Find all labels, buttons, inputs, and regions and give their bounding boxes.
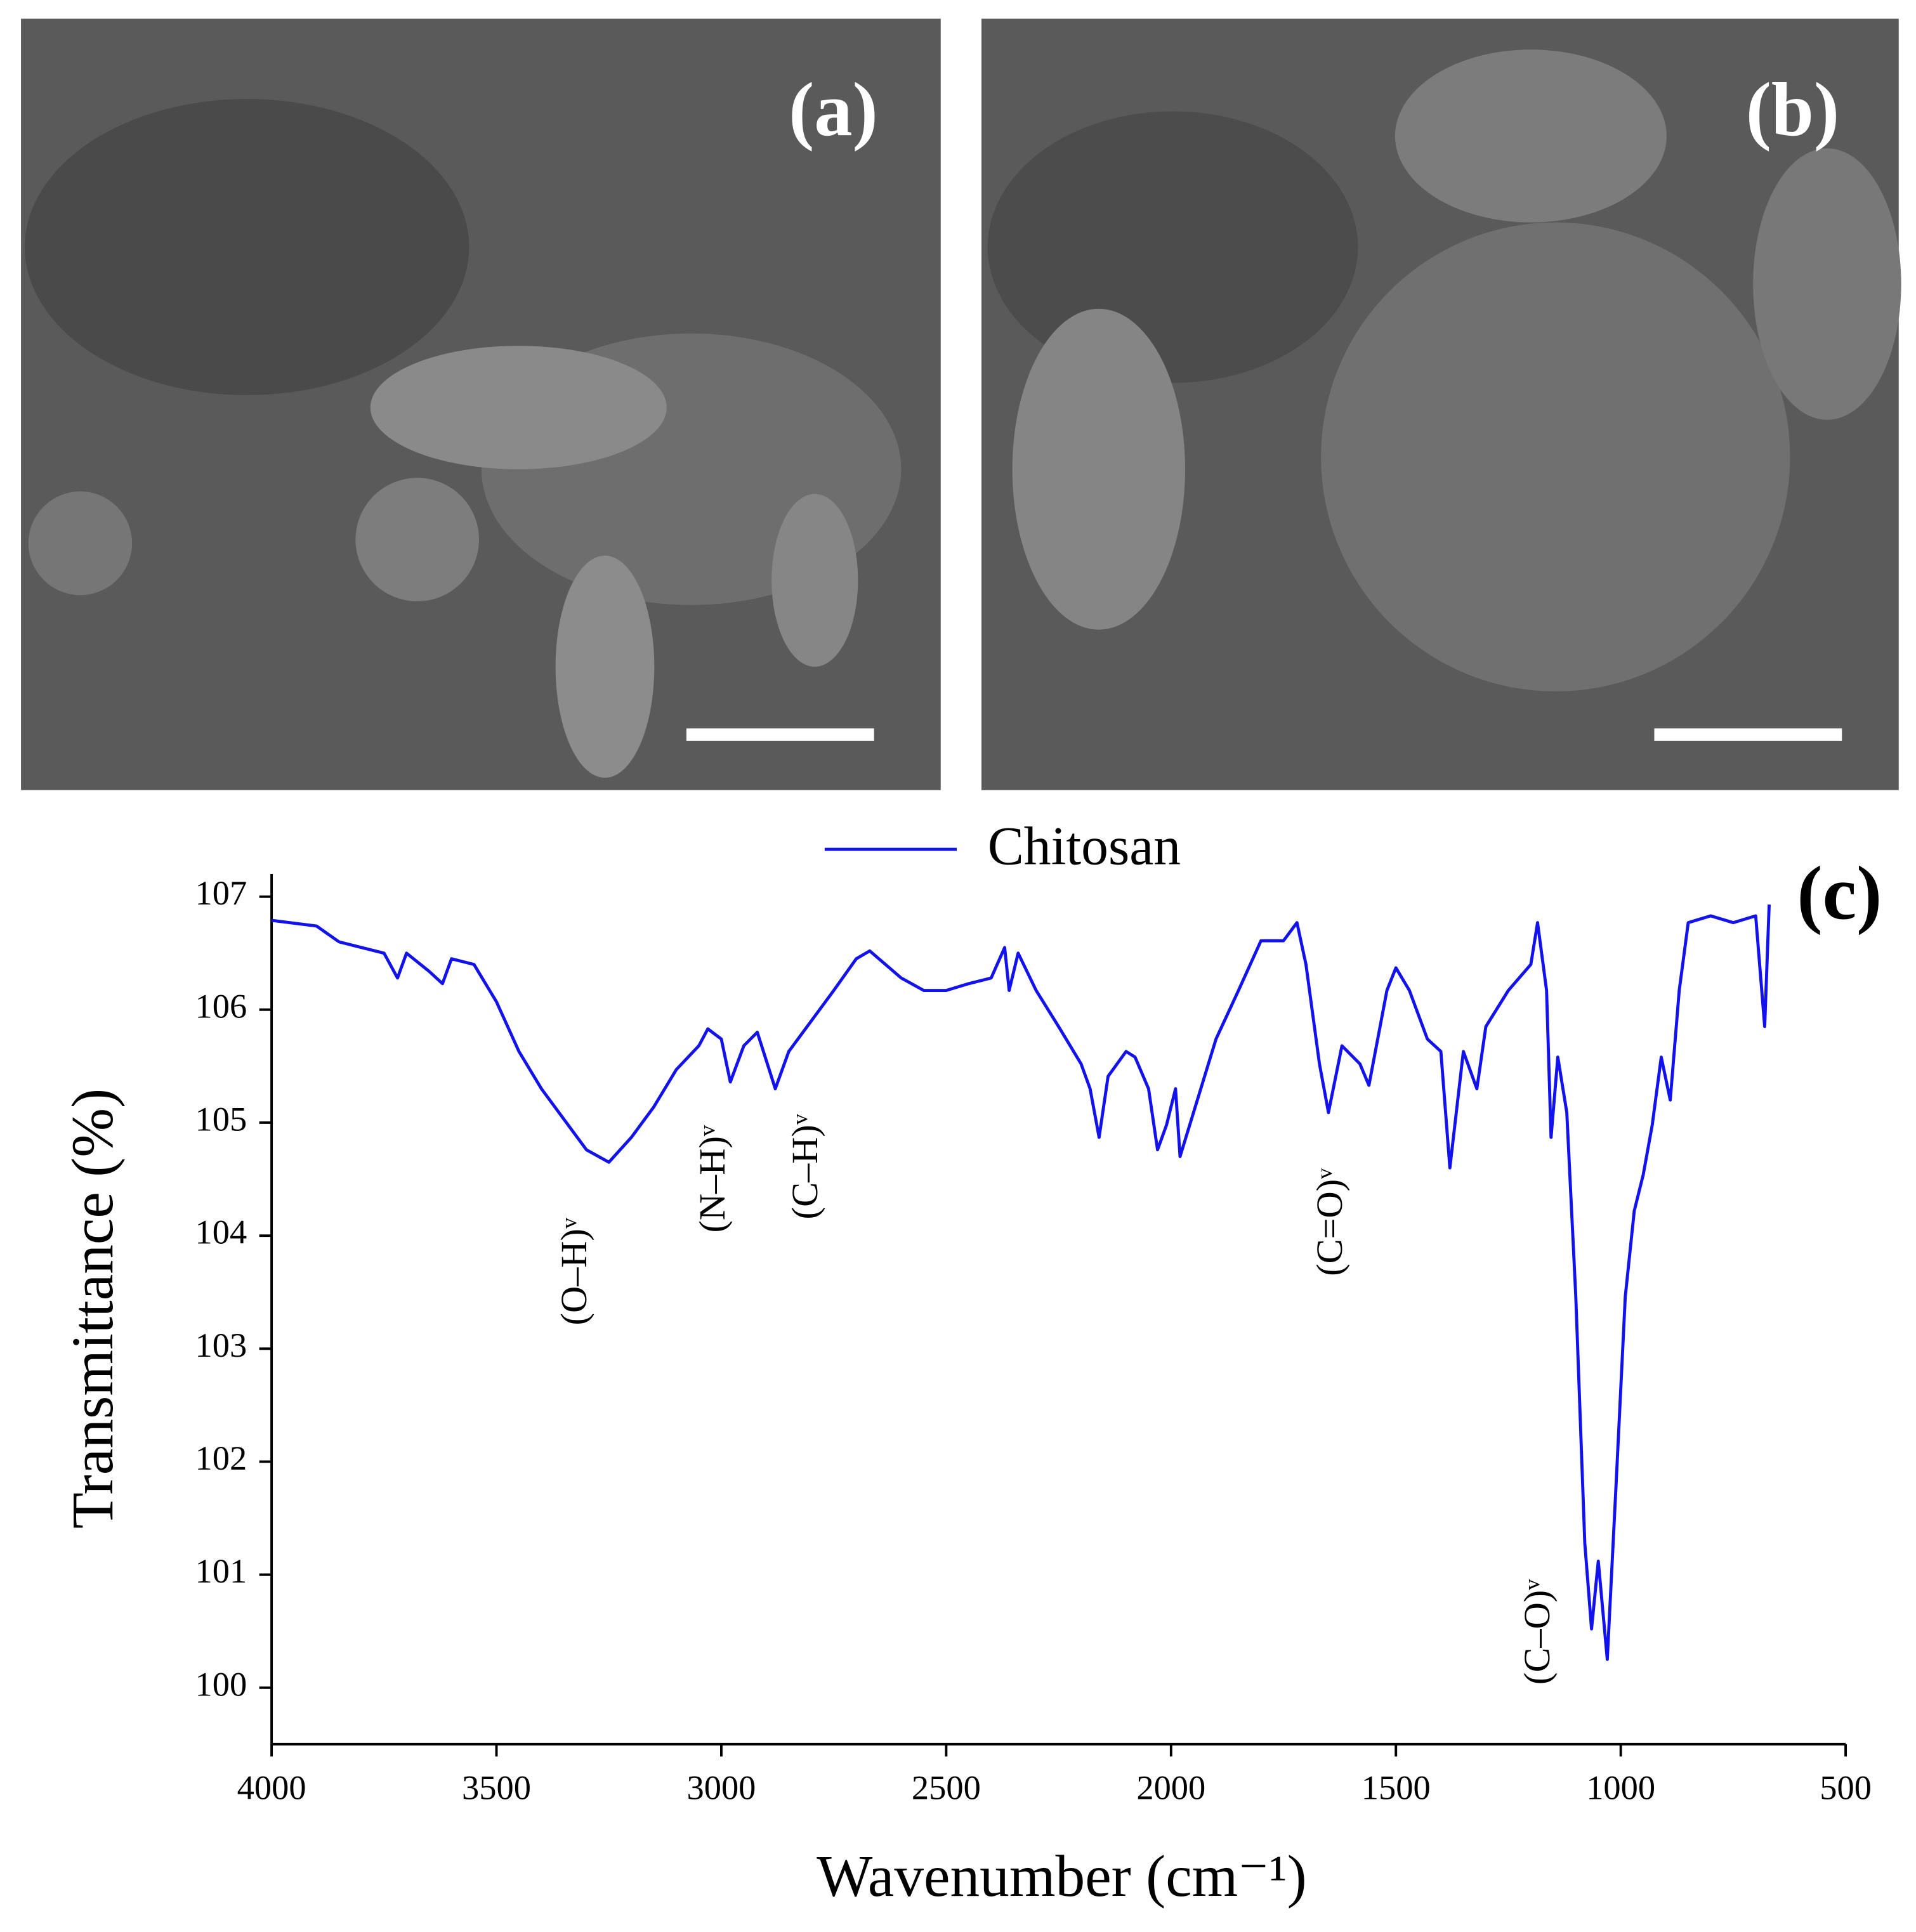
y-tick-label: 105 [195,1099,247,1138]
y-tick-label: 102 [195,1439,247,1477]
x-tick-label: 2500 [912,1768,981,1806]
annotation: (C–O)ᵛ [1516,1579,1558,1685]
data-line [271,904,1771,1661]
y-axis-label: Transmittance (%) [60,1088,126,1529]
panel-label: (c) [1797,851,1882,936]
y-tick-label: 100 [195,1664,247,1703]
panel-label: (b) [1746,67,1839,152]
y-tick-label: 106 [195,986,247,1025]
annotation: (N–H)ᵛ [692,1125,733,1232]
sem-image-a [21,18,941,790]
y-tick-label: 101 [195,1551,247,1590]
y-tick-label: 103 [195,1326,247,1364]
x-tick-label: 500 [1820,1768,1872,1806]
annotation: (C=O)ᵛ [1309,1168,1350,1276]
annotation: (C–H)ᵛ [784,1113,825,1219]
legend-label: Chitosan [988,816,1181,877]
x-tick-label: 1500 [1362,1768,1431,1806]
x-tick-label: 3000 [686,1768,756,1806]
annotation: (O–H)ᵛ [553,1217,594,1325]
x-tick-label: 1000 [1586,1768,1655,1806]
y-tick-label: 107 [195,873,247,912]
x-tick-label: 3500 [462,1768,531,1806]
x-axis-label: Wavenumber (cm⁻¹) [817,1844,1306,1909]
x-tick-label: 4000 [237,1768,306,1806]
sem-image-b [981,18,1901,790]
panel-label: (a) [789,67,878,152]
x-tick-label: 2000 [1136,1768,1205,1806]
y-tick-label: 104 [195,1213,247,1251]
